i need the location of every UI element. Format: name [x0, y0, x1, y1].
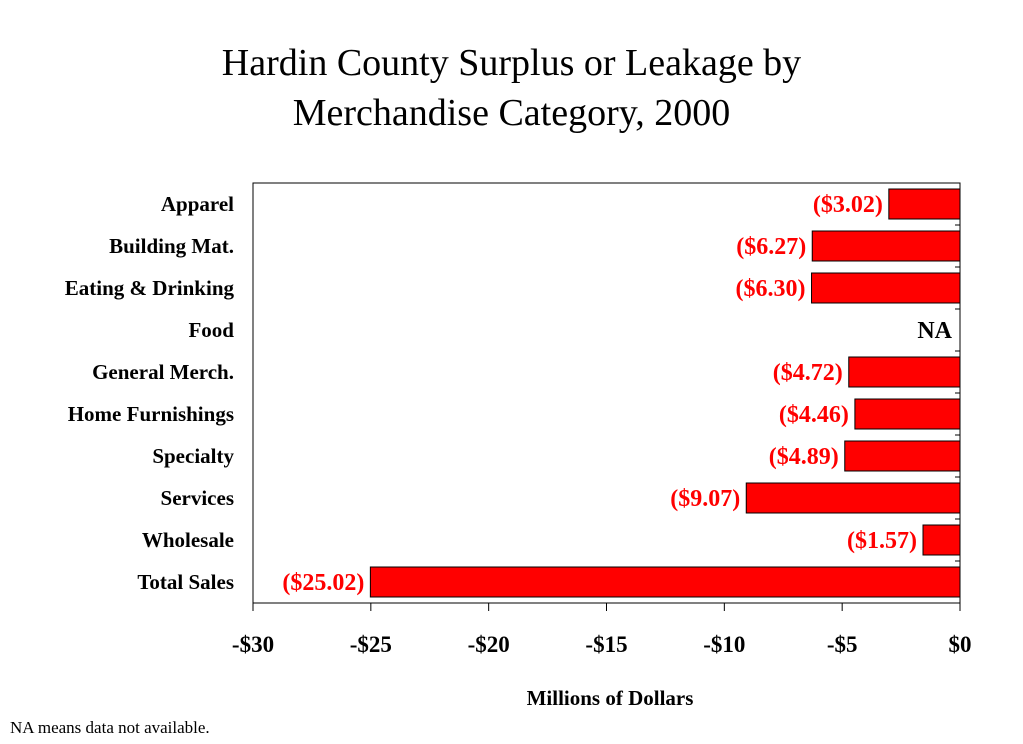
x-axis-label: Millions of Dollars: [526, 686, 694, 710]
category-label: General Merch.: [92, 360, 234, 384]
bar: [811, 230, 961, 262]
category-label: Food: [188, 318, 234, 342]
chart-title: Hardin County Surplus or Leakage by Merc…: [221, 42, 802, 134]
bar: [854, 398, 961, 430]
x-tick-label: -$5: [827, 632, 858, 657]
x-tick-label: -$20: [468, 632, 510, 657]
x-tick-label: -$30: [232, 632, 274, 657]
x-tick-label: -$10: [703, 632, 745, 657]
category-label: Wholesale: [142, 528, 234, 552]
data-label: ($1.57): [847, 528, 917, 554]
footnote: NA means data not available.: [10, 718, 210, 737]
data-label: NA: [917, 318, 952, 344]
data-label: ($6.30): [736, 276, 806, 302]
category-labels: Apparel Building Mat. Eating & Drinking Foo…: [65, 192, 235, 594]
data-label: ($6.27): [736, 234, 806, 260]
data-label: ($9.07): [670, 486, 740, 512]
category-label: Total Sales: [137, 570, 234, 594]
data-label: ($25.02): [282, 570, 364, 596]
category-label: Home Furnishings: [68, 402, 234, 426]
category-label: Apparel: [161, 192, 234, 216]
data-labels: ($3.02) ($6.27) ($6.30) NA ($4.72) ($4.46) ($4…: [282, 192, 952, 596]
category-label: Specialty: [152, 444, 234, 468]
bars-layer: [369, 188, 961, 598]
data-label: ($3.02): [813, 192, 883, 218]
bar: [848, 356, 961, 388]
x-axis: -$30 -$25 -$20 -$15 -$10 -$5 $0: [232, 224, 972, 657]
x-tick-label: -$15: [585, 632, 627, 657]
bar: [922, 524, 961, 556]
category-label: Services: [161, 486, 234, 510]
bar: [844, 440, 961, 472]
bar: [369, 566, 961, 598]
x-tick-label: -$25: [350, 632, 392, 657]
data-label: ($4.46): [779, 402, 849, 428]
bar: [888, 188, 961, 220]
bar: [745, 482, 961, 514]
bar: [811, 272, 961, 304]
category-label: Building Mat.: [109, 234, 234, 258]
category-label: Eating & Drinking: [65, 276, 235, 300]
data-label: ($4.89): [769, 444, 839, 470]
data-label: ($4.72): [773, 360, 843, 386]
x-tick-label: $0: [949, 632, 972, 657]
